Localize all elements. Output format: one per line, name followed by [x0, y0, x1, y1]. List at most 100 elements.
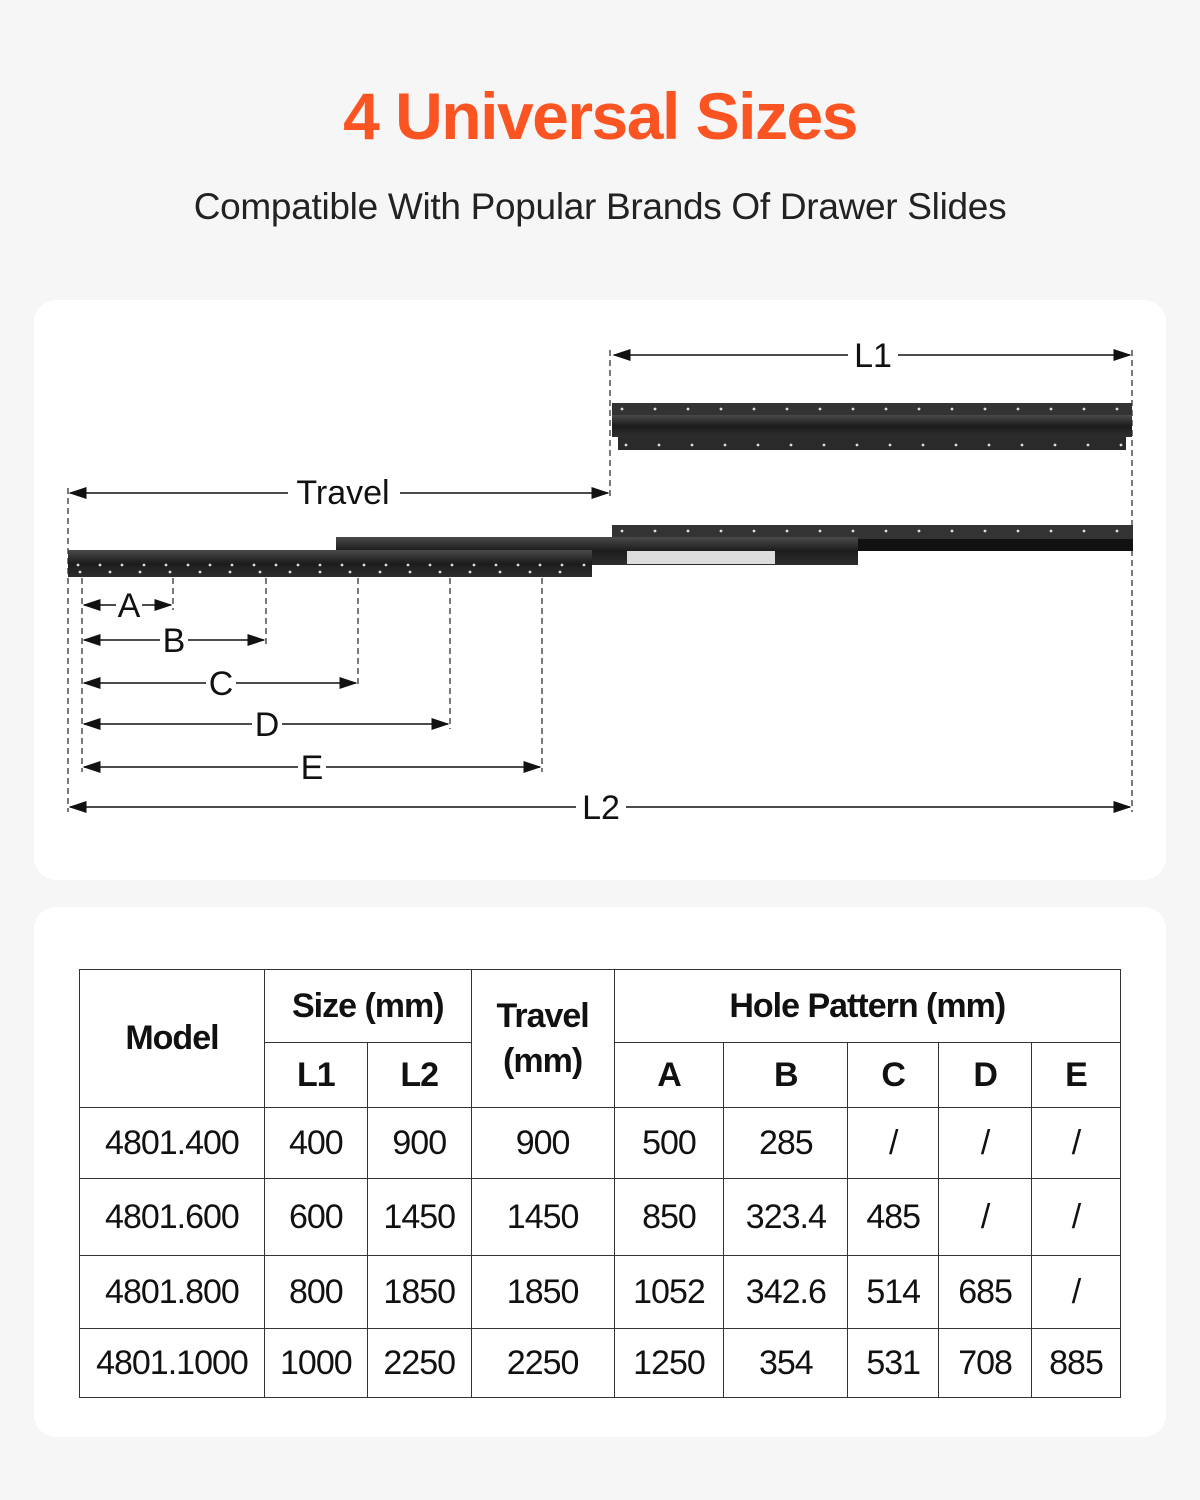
- table-cell: 514: [847, 1255, 940, 1329]
- rail-hole: [384, 563, 388, 567]
- rail-hole: [230, 563, 234, 567]
- header-l2: L2: [366, 1042, 472, 1108]
- table-row: 4801.400 400 900 900 500 285// /: [79, 1107, 1121, 1179]
- rail-hole: [1086, 443, 1090, 447]
- rail-hole: [620, 529, 624, 533]
- drawer-slide-diagram: L1 Travel A B C D E L2: [67, 337, 1133, 827]
- rail-hole: [719, 407, 723, 411]
- size-table: Model Size (mm) Travel (mm) Hole Pattern…: [79, 969, 1122, 1398]
- header-c: C: [847, 1042, 940, 1108]
- rail-hole: [851, 407, 855, 411]
- rail-hole: [884, 529, 888, 533]
- table-cell: 2250: [366, 1328, 472, 1398]
- table-row: 4801.800 800 1850 1850 1052 342.6 514 685/: [79, 1255, 1121, 1329]
- header-size: Size (mm): [263, 969, 472, 1043]
- page-subtitle: Compatible With Popular Brands Of Drawer…: [193, 186, 1007, 227]
- table-cell: 4801.600: [79, 1178, 265, 1256]
- rail-hole: [752, 407, 756, 411]
- table-cell: 4801.1000: [79, 1328, 265, 1398]
- rail-hole: [472, 563, 476, 567]
- header-hole-pattern: Hole Pattern (mm): [613, 969, 1122, 1043]
- table-cell: 531: [847, 1328, 940, 1398]
- rail-hole: [406, 563, 410, 567]
- table-cell: 1250: [613, 1328, 725, 1398]
- rail-hole: [983, 407, 987, 411]
- rail-hole: [653, 407, 657, 411]
- rail-hole: [296, 563, 300, 567]
- rail-hole: [1020, 443, 1024, 447]
- rail-hole: [884, 407, 888, 411]
- rail-hole: [120, 563, 124, 567]
- rail-hole: [498, 570, 502, 574]
- label-l1: L1: [854, 337, 892, 375]
- table-cell: /: [1031, 1107, 1121, 1179]
- rail-hole: [428, 563, 432, 567]
- label-travel: Travel: [296, 474, 389, 512]
- label-e: E: [301, 749, 324, 787]
- label-c: C: [209, 665, 234, 703]
- rail-hole: [789, 443, 793, 447]
- rail-hole: [822, 443, 826, 447]
- rail-hole: [1119, 443, 1123, 447]
- rail-hole: [438, 570, 442, 574]
- table-cell: 1850: [366, 1255, 472, 1329]
- dashed-guides: [67, 350, 1133, 812]
- table-cell: 1450: [470, 1178, 615, 1256]
- rail-hole: [164, 563, 168, 567]
- rail-hole: [1049, 529, 1053, 533]
- top-rail: [612, 403, 1132, 450]
- rail-hole: [378, 570, 382, 574]
- rail-hole: [98, 563, 102, 567]
- rail-hole: [1082, 529, 1086, 533]
- rail-hole: [340, 563, 344, 567]
- table-cell: 1850: [470, 1255, 615, 1329]
- rail-hole: [138, 570, 142, 574]
- rail-hole: [756, 443, 760, 447]
- table-cell: 708: [938, 1328, 1033, 1398]
- rail-hole: [494, 563, 498, 567]
- rail-hole: [818, 407, 822, 411]
- table-row: 4801.600 600 1450 1450 850 323.4 485//: [79, 1178, 1121, 1256]
- rail-hole: [408, 570, 412, 574]
- table-cell: 4801.400: [79, 1107, 265, 1179]
- rail-hole: [950, 529, 954, 533]
- table-cell: 323.4: [723, 1178, 849, 1256]
- rail-hole: [917, 407, 921, 411]
- table-cell: 500: [613, 1107, 725, 1179]
- header-b: B: [723, 1042, 849, 1108]
- rail-hole: [818, 529, 822, 533]
- table-cell: /: [938, 1107, 1033, 1179]
- table-cell: 4801.800: [79, 1255, 265, 1329]
- table-cell: 485: [847, 1178, 940, 1256]
- rail-hole: [528, 570, 532, 574]
- rail-hole: [318, 563, 322, 567]
- table-cell: 2250: [470, 1328, 615, 1398]
- table-row: 4801.1000 1000 2250 2250 1250 354 531 708 885: [79, 1328, 1121, 1398]
- rail-hole: [954, 443, 958, 447]
- rail-hole: [558, 570, 562, 574]
- rail-hole: [168, 570, 172, 574]
- rail-hole: [1115, 407, 1119, 411]
- table-cell: 600: [263, 1178, 368, 1256]
- rail-hole: [76, 563, 80, 567]
- rail-hole: [855, 443, 859, 447]
- table-cell: /: [847, 1107, 940, 1179]
- header-e: E: [1031, 1042, 1121, 1108]
- diagram-card: [34, 300, 1166, 880]
- rail-hole: [719, 529, 723, 533]
- rail-hole: [1016, 529, 1020, 533]
- rail-hole: [723, 443, 727, 447]
- header-travel: Travel (mm): [470, 969, 615, 1108]
- rail-hole: [198, 570, 202, 574]
- rail-hole: [538, 563, 542, 567]
- rail-hole: [252, 563, 256, 567]
- rail-hole: [624, 443, 628, 447]
- table-cell: 354: [723, 1328, 849, 1398]
- rail-hole: [582, 563, 586, 567]
- rail-hole: [1115, 529, 1119, 533]
- rail-hole: [208, 563, 212, 567]
- rail-hole: [653, 529, 657, 533]
- rail-hole: [752, 529, 756, 533]
- rail-hole: [288, 570, 292, 574]
- rail-hole: [1082, 407, 1086, 411]
